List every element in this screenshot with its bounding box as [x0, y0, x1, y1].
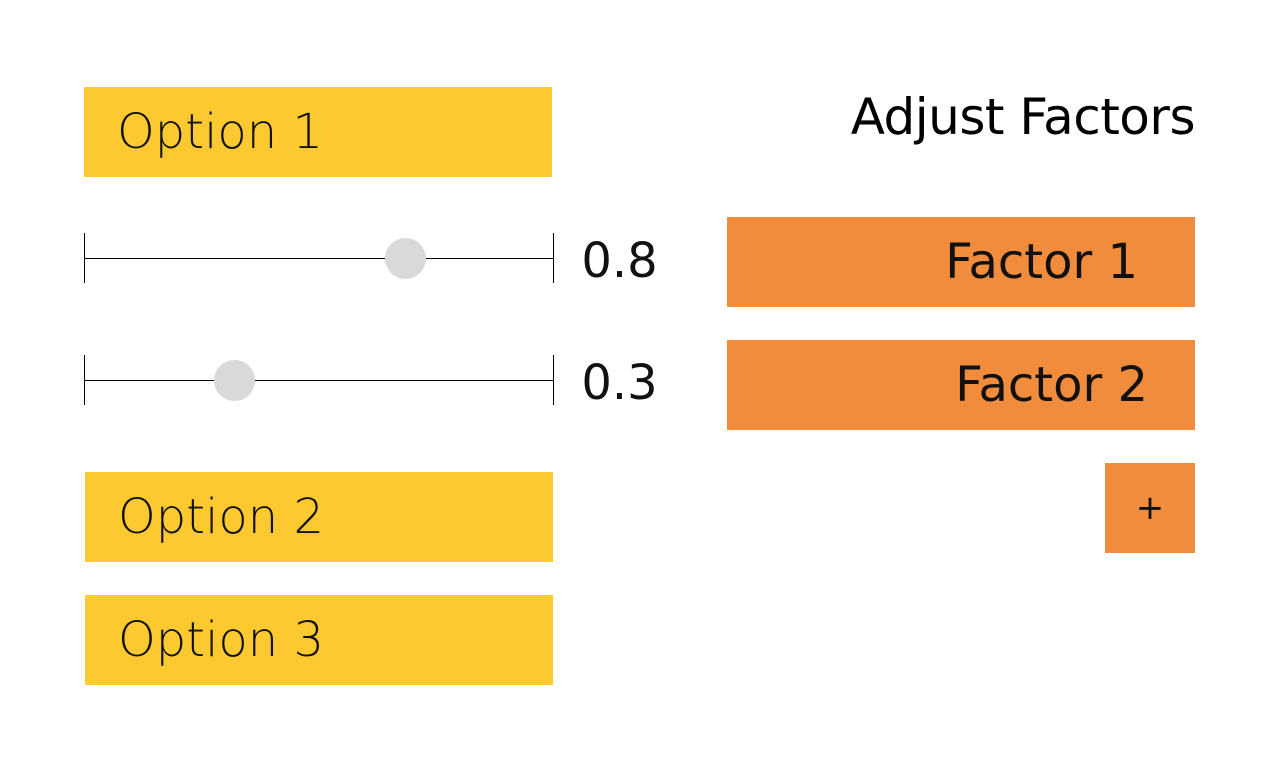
- slider-1[interactable]: [84, 233, 554, 285]
- factor-2-button[interactable]: Factor 2: [727, 340, 1195, 430]
- slider-1-value: 0.8: [581, 233, 658, 289]
- slider-end-tick: [553, 233, 554, 283]
- page-title: Adjust Factors: [850, 88, 1196, 146]
- slider-2[interactable]: [84, 355, 554, 407]
- add-factor-button[interactable]: +: [1105, 463, 1195, 553]
- option-2-button[interactable]: Option 2: [85, 472, 553, 562]
- slider-track: [84, 380, 554, 381]
- slider-thumb[interactable]: [213, 360, 255, 401]
- slider-track: [84, 258, 554, 259]
- slider-thumb[interactable]: [385, 238, 427, 279]
- option-3-button[interactable]: Option 3: [85, 595, 553, 685]
- factor-1-button[interactable]: Factor 1: [727, 217, 1195, 307]
- slider-end-tick: [553, 355, 554, 405]
- slider-2-value: 0.3: [581, 355, 658, 411]
- option-1-button[interactable]: Option 1: [84, 87, 552, 177]
